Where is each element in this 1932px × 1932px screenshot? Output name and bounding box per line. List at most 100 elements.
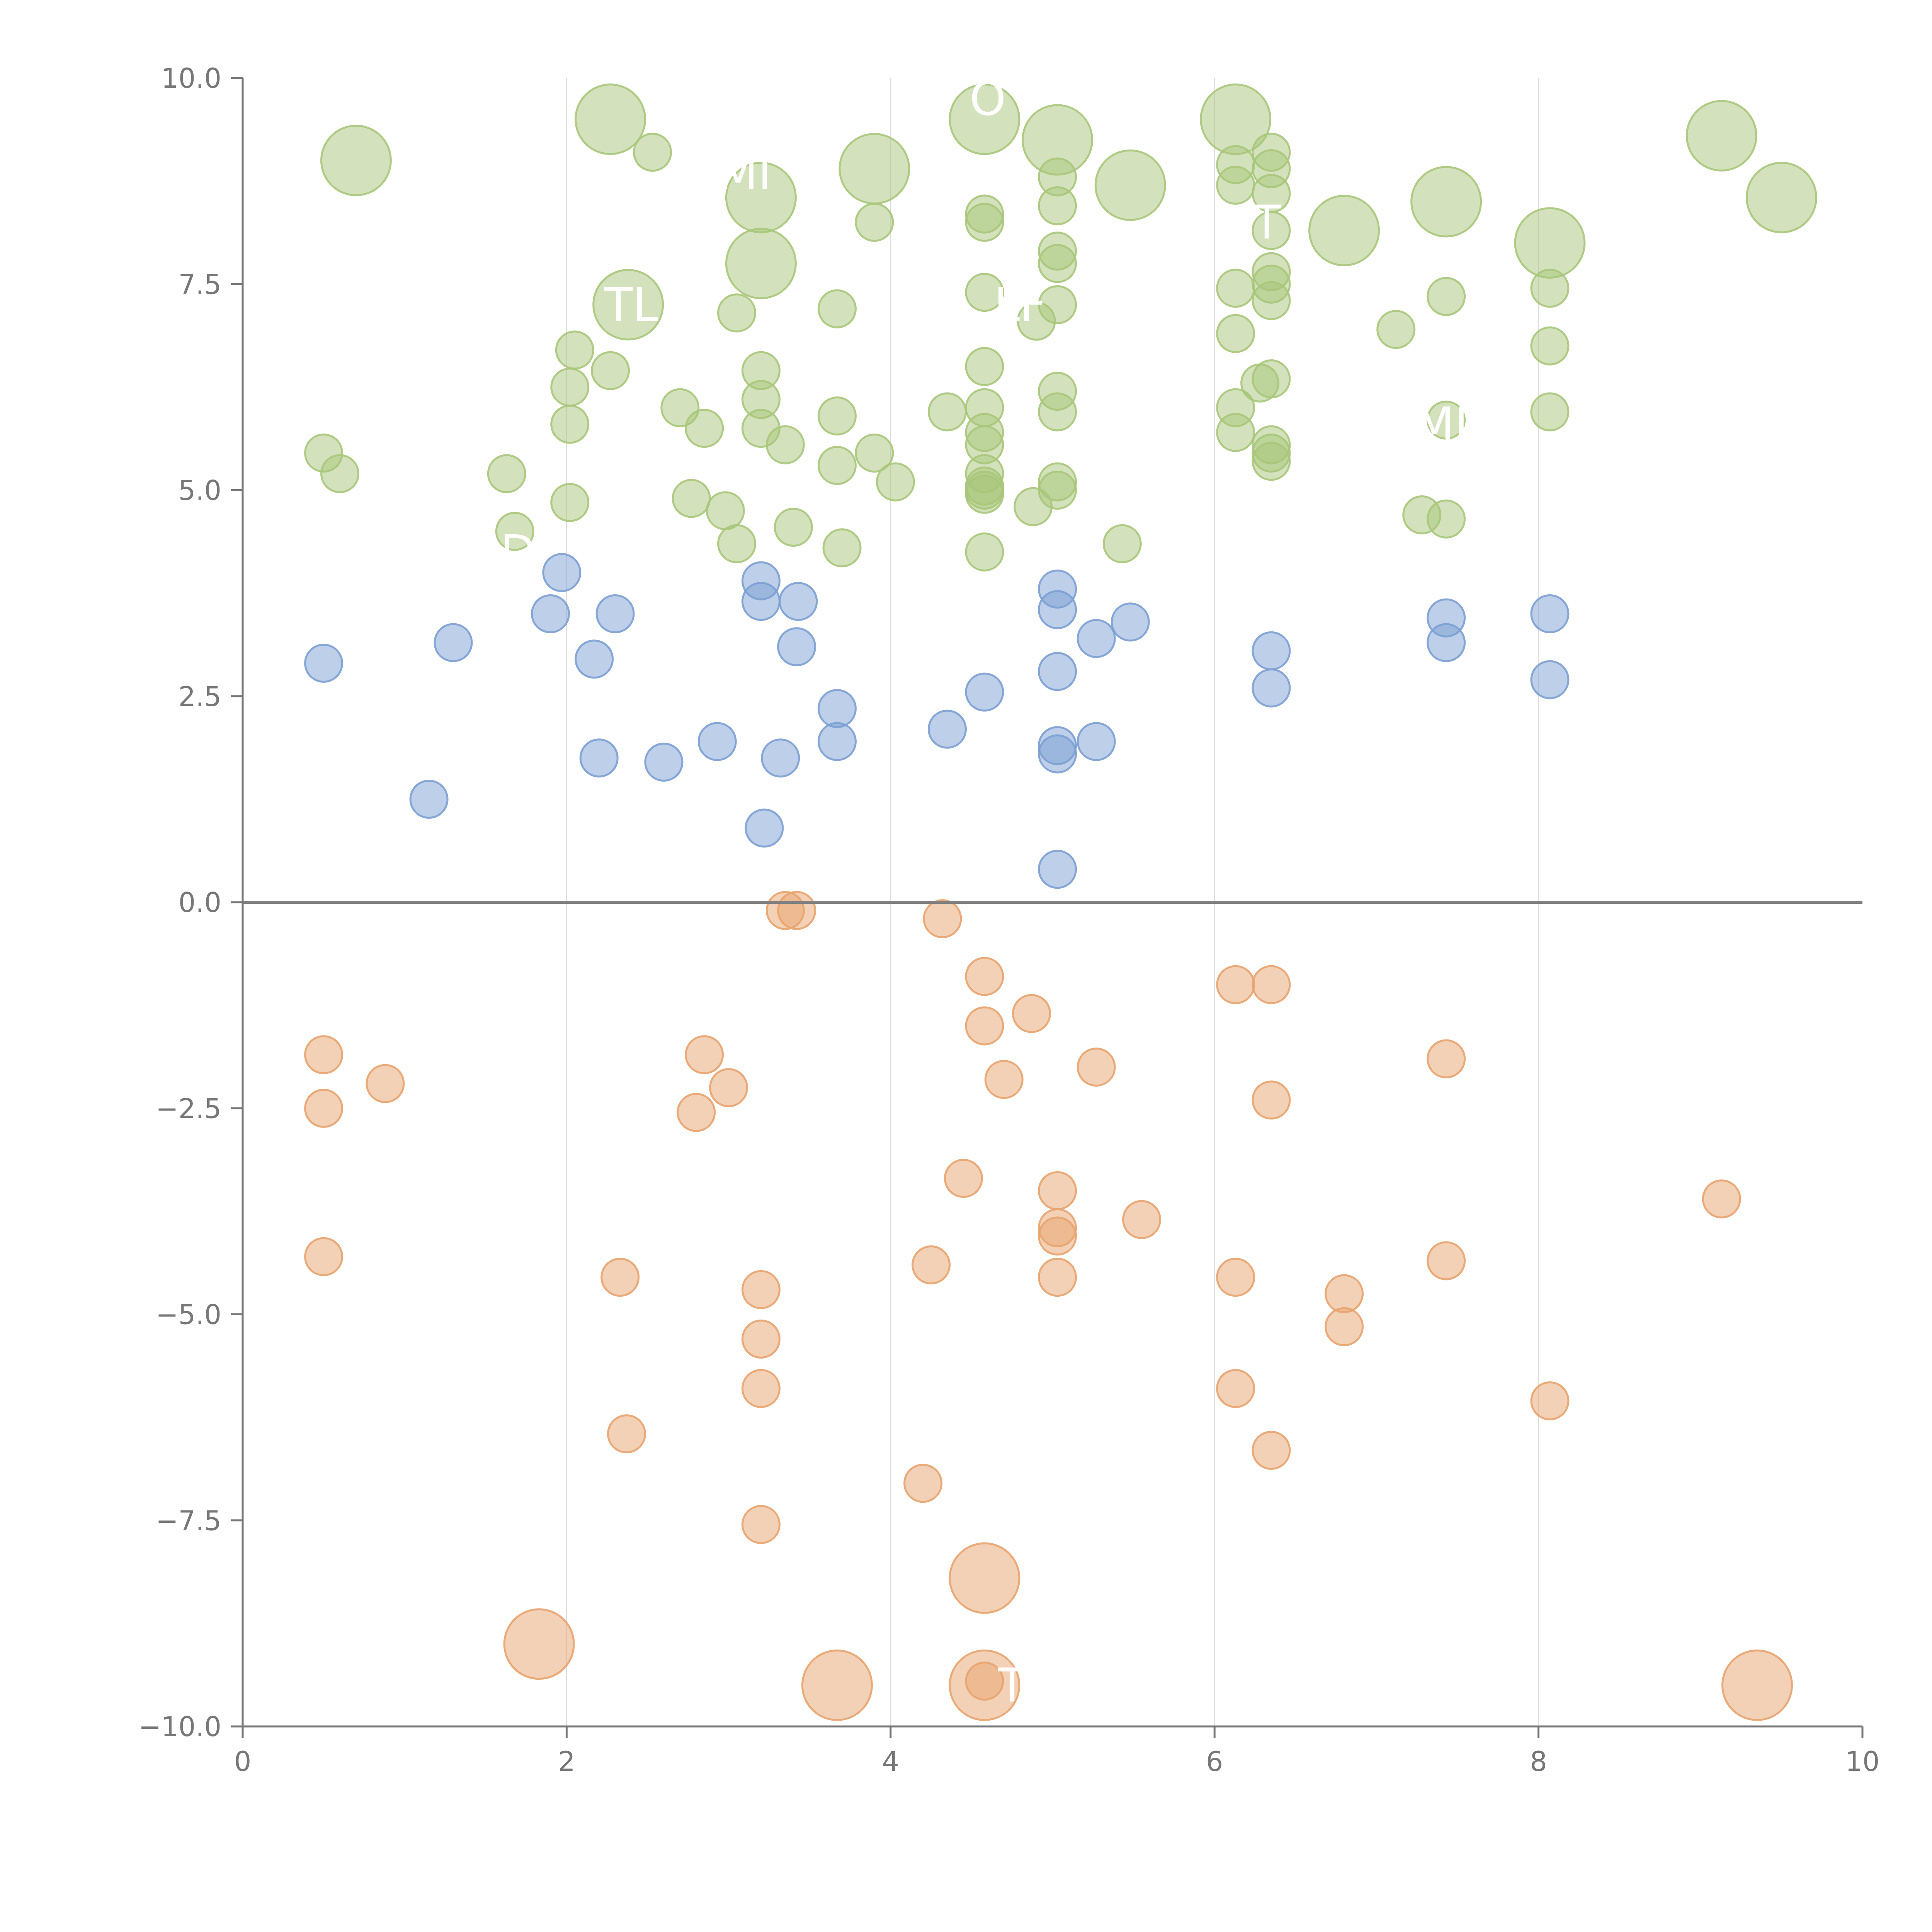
bubble-point-blue [965, 672, 1004, 712]
bubble-text-label: O [969, 72, 1006, 126]
bubble-point-green [1530, 392, 1570, 432]
bubble-point-green [717, 293, 757, 333]
bubble-point-blue [697, 722, 737, 761]
axis-layer: 0 2 4 6 8 10 −10.0 −7.5 −5.0 −2.5 0.0 2.5 5.0 7.5 10.0 [138, 63, 1879, 1777]
bubble-point-orange [949, 1542, 1020, 1614]
bubble-point-green [855, 434, 894, 473]
bubble-point-green [320, 124, 392, 196]
bubble-point-orange [304, 1237, 344, 1276]
bubble-point-green [672, 479, 711, 518]
bubble-point-orange [965, 1006, 1004, 1046]
bubble-point-green [1252, 211, 1291, 250]
bubble-point-orange [1216, 965, 1255, 1004]
bubble-point-green [487, 454, 526, 493]
bubble-point-green [817, 446, 857, 485]
bubble-point-blue [1252, 631, 1291, 670]
bubble-point-green [1530, 269, 1570, 308]
bubble-point-green [965, 273, 1004, 312]
bubble-point-orange [1038, 1258, 1077, 1297]
bubble-point-blue [409, 779, 449, 819]
bubble-point-green [822, 528, 862, 568]
bubble-point-green [876, 462, 915, 502]
bubble-point-orange [607, 1414, 646, 1454]
label-layer: O MI MT TL LF MI D T [500, 72, 1468, 1713]
bubble-point-green [1252, 281, 1291, 320]
bubble-point-orange [741, 1505, 781, 1544]
bubble-point-green [1102, 524, 1142, 563]
bubble-point-blue [1038, 590, 1077, 629]
bubble-point-orange [1038, 1216, 1077, 1256]
bubble-point-blue [579, 738, 619, 778]
bubble-point-blue [595, 594, 635, 633]
bubble-point-orange [1252, 1080, 1291, 1120]
bubble-point-orange [741, 1319, 781, 1359]
bubble-point-green [817, 289, 857, 328]
bubble-point-orange [984, 1060, 1024, 1099]
x-tick-label: 2 [558, 1746, 575, 1777]
bubble-point-orange [685, 1035, 724, 1075]
y-tick-label: −10.0 [138, 1711, 221, 1743]
bubble-point-green [1308, 195, 1380, 267]
bubble-point-green [928, 392, 967, 432]
bubble-text-label: MI [1415, 398, 1468, 452]
bubble-point-blue [1077, 619, 1116, 658]
bubble-point-orange [1252, 965, 1291, 1004]
bubble-point-orange [1325, 1307, 1364, 1346]
bubble-point-orange [903, 1464, 943, 1503]
y-tick-label: 7.5 [179, 269, 221, 300]
bubble-point-green [706, 491, 745, 531]
bubble-point-green [495, 512, 534, 551]
bubble-point-green [1216, 269, 1255, 308]
bubble-point-green [774, 507, 813, 547]
bubble-point-green [633, 133, 672, 172]
bubble-point-green [855, 202, 894, 242]
bubble-text-label: MI [718, 146, 772, 200]
bubble-point-green [1014, 487, 1053, 526]
bubble-point-blue [777, 627, 816, 667]
bubble-point-orange [801, 1649, 873, 1721]
bubble-point-orange [366, 1064, 405, 1103]
x-tick-label: 4 [882, 1746, 900, 1777]
bubble-point-green [965, 202, 1004, 242]
bubble-point-blue [531, 594, 570, 633]
bubble-point-orange [741, 1369, 781, 1408]
bubble-point-orange [1252, 1430, 1291, 1470]
bubble-point-orange [1012, 994, 1051, 1033]
bubble-point-blue [304, 643, 344, 683]
series-layer [304, 83, 1817, 1721]
bubble-point-blue [575, 639, 614, 679]
bubble-point-blue [745, 808, 784, 848]
bubble-point-blue [817, 722, 857, 761]
x-tick-label: 10 [1845, 1746, 1879, 1777]
bubble-point-green [1216, 314, 1255, 353]
bubble-point-orange [1530, 1381, 1570, 1420]
bubble-point-orange [1702, 1179, 1741, 1219]
bubble-point-orange [1216, 1258, 1255, 1297]
y-tick-label: −5.0 [156, 1299, 221, 1331]
bubble-point-green [1427, 400, 1466, 440]
bubble-point-orange [600, 1258, 640, 1297]
bubble-point-orange [677, 1093, 716, 1132]
bubble-point-orange [304, 1088, 344, 1128]
bubble-point-green [1745, 162, 1817, 233]
y-tick-label: −7.5 [156, 1505, 221, 1537]
bubble-point-blue [644, 742, 684, 782]
y-tick-label: 0.0 [179, 887, 221, 918]
bubble-point-green [965, 532, 1004, 571]
bubble-point-orange [1038, 1171, 1077, 1211]
bubble-point-orange [1216, 1369, 1255, 1408]
bubble-point-blue [1038, 850, 1077, 889]
bubble-point-green [1038, 244, 1077, 283]
bubble-point-green [1514, 207, 1586, 279]
bubble-text-label: MT [1213, 196, 1282, 250]
x-tick-label: 8 [1530, 1746, 1547, 1777]
bubble-point-orange [1427, 1039, 1466, 1078]
bubble-point-orange [965, 1662, 1004, 1701]
bubble-point-green [965, 347, 1004, 386]
bubble-point-blue [1530, 594, 1570, 633]
bubble-point-orange [777, 891, 816, 930]
bubble-point-blue [542, 553, 582, 592]
bubble-point-green [949, 83, 1020, 155]
bubble-point-orange [503, 1608, 575, 1680]
bubble-point-orange [965, 957, 1004, 996]
